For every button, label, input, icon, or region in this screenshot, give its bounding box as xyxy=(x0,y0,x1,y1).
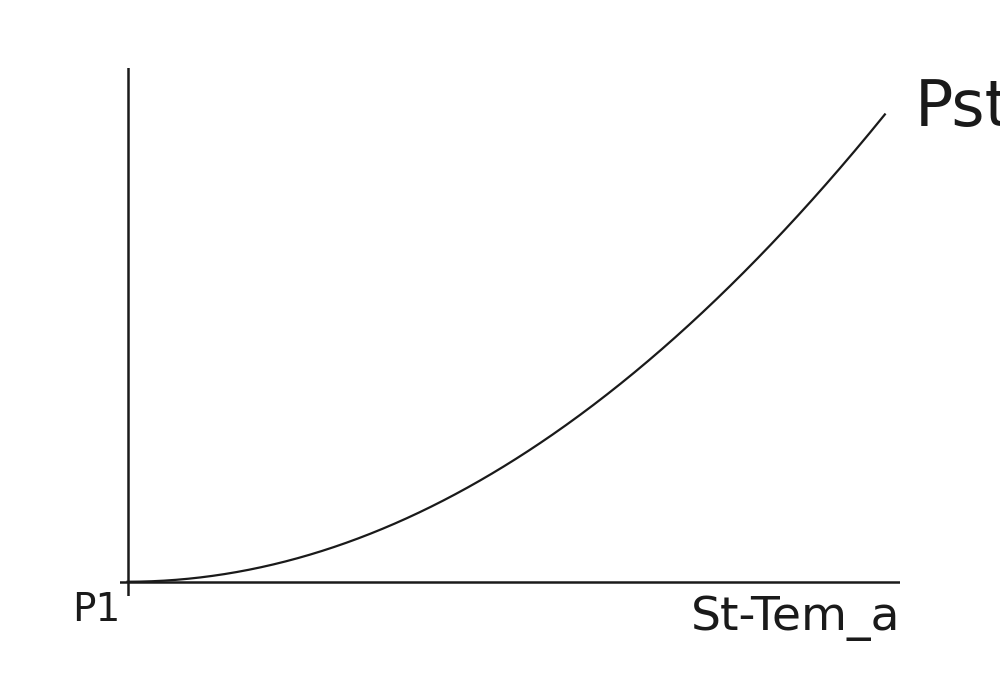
Text: St-Tem_a: St-Tem_a xyxy=(690,596,900,641)
Text: P1: P1 xyxy=(72,591,120,629)
Text: Pst: Pst xyxy=(915,77,1000,139)
